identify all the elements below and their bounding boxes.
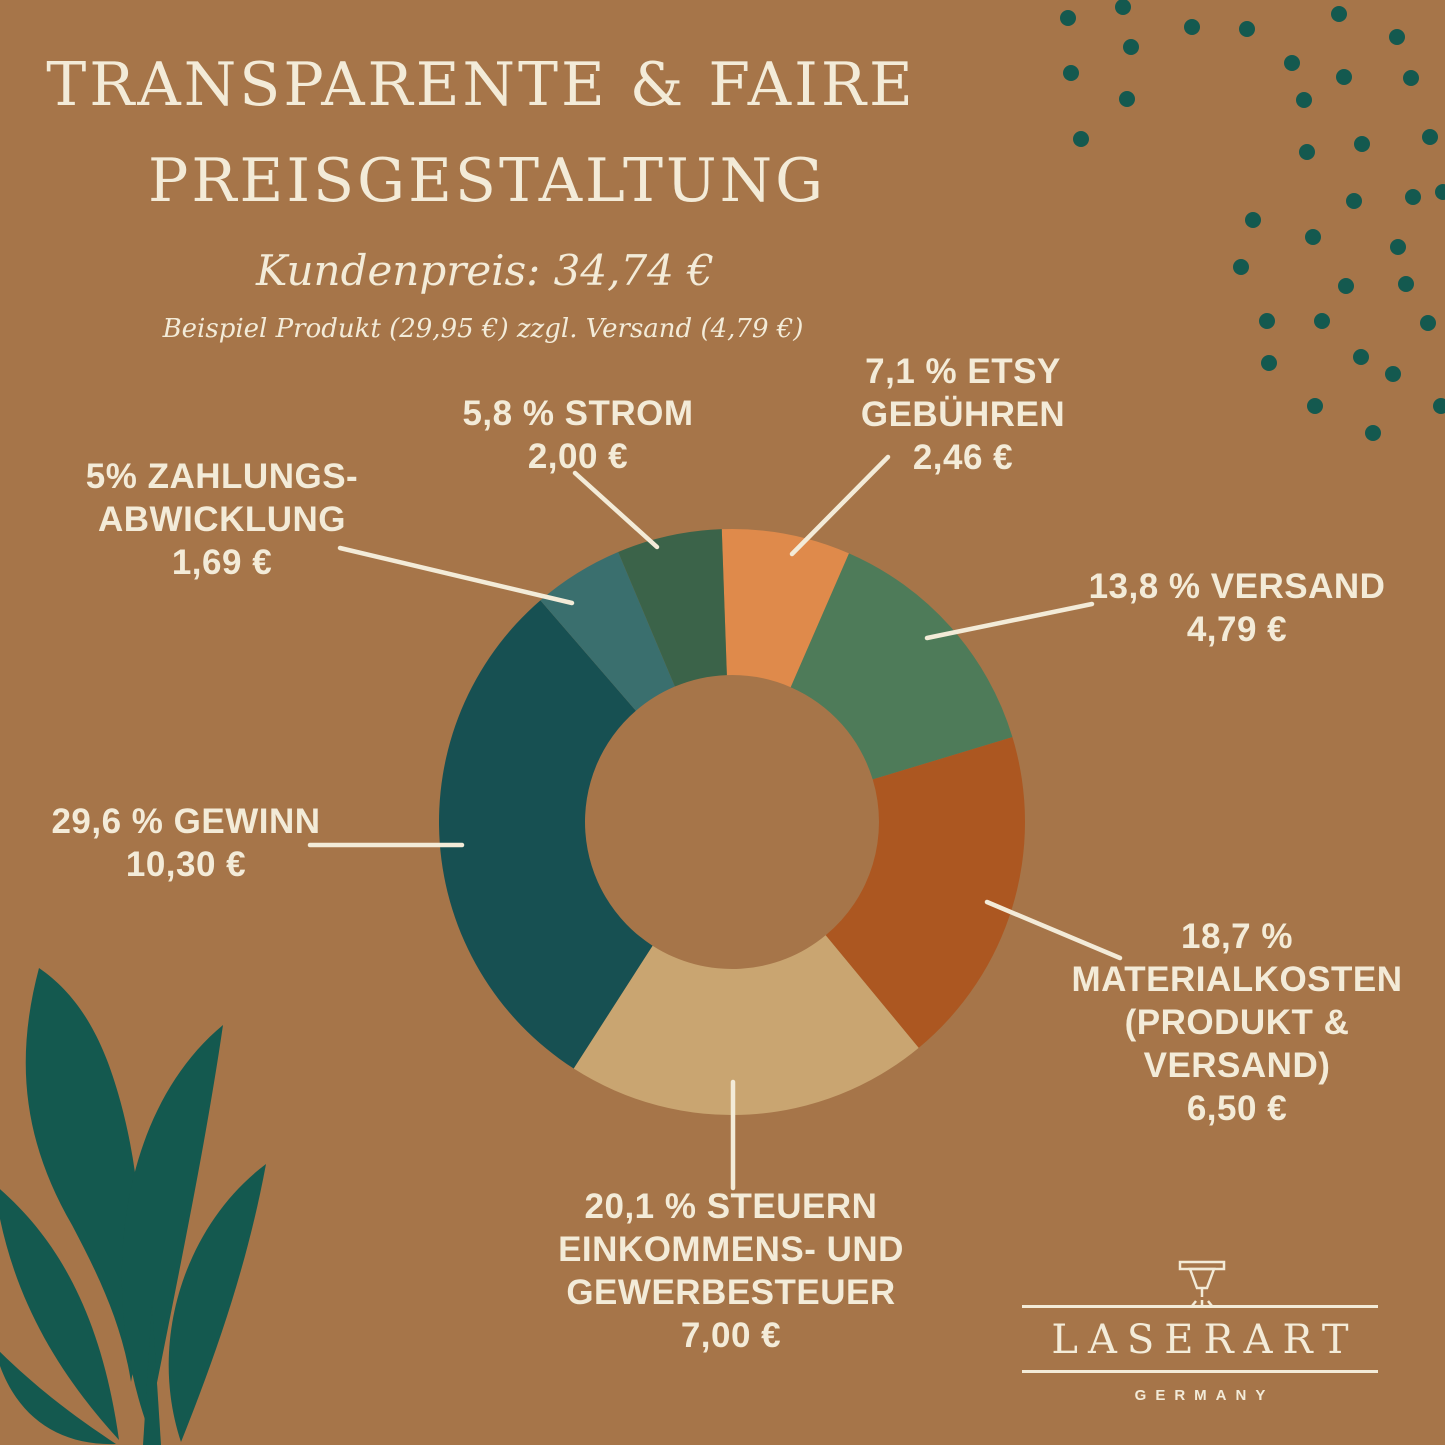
donut-segment-versand [790,553,1013,780]
donut-segment-etsy-gebuehren [721,529,849,688]
decor-dot [1239,21,1255,37]
label-line: 4,79 € [1186,610,1288,649]
label-line: 5% ZAHLUNGS- [85,457,359,496]
decor-dot [1435,184,1445,200]
decor-dot [1353,349,1369,365]
leaf [0,1351,116,1445]
label-line: MATERIALKOSTEN [1071,960,1403,999]
label-materialkosten: 18,7 % MATERIALKOSTEN (PRODUKT & VERSAND… [1071,915,1402,1130]
leaf-stem [143,1305,161,1445]
decor-dot [1073,131,1089,147]
label-etsy-gebuehren: 7,1 % ETSY GEBÜHREN 2,46 € [861,350,1065,479]
decor-dot [1060,10,1076,26]
label-gewinn: 29,6 % GEWINN 10,30 € [51,800,320,886]
donut-segment-steuern [573,935,919,1116]
plant-leaf-illustration [0,968,266,1445]
leader-line-versand [924,601,1095,641]
decor-dot [1299,144,1315,160]
page-title-line2: PREISGESTALTUNG [147,146,827,216]
decor-dot [1398,276,1414,292]
label-line: 5,8 % STROM [462,394,694,433]
decor-dot [1305,229,1321,245]
decor-dot [1420,315,1436,331]
label-line: 7,1 % ETSY [865,352,1061,391]
decor-dot [1405,189,1421,205]
label-line: (PRODUKT & [1124,1003,1350,1042]
label-versand: 13,8 % VERSAND 4,79 € [1089,565,1386,651]
decor-dot [1245,212,1261,228]
decor-dot [1403,70,1419,86]
decor-dot [1365,425,1381,441]
decor-dot [1284,55,1300,71]
donut-segment-zahlungsabwicklung [540,552,675,711]
brand-country: GERMANY [1134,1387,1275,1404]
label-line: EINKOMMENS- UND [558,1230,904,1269]
leader-line-etsy [789,454,891,557]
decor-dot [1233,259,1249,275]
label-line: 18,7 % [1181,917,1293,956]
decor-dot [1338,278,1354,294]
decor-dot [1354,136,1370,152]
decor-dot [1261,355,1277,371]
decor-dot [1422,129,1438,145]
donut-segment-gewinn [439,600,653,1069]
leader-lines [307,454,1123,1191]
leaf [0,1189,119,1440]
decor-dot [1115,0,1131,15]
label-line: 29,6 % GEWINN [51,802,321,841]
decor-dot [1390,239,1406,255]
label-line: 13,8 % VERSAND [1088,567,1386,606]
label-steuern: 20,1 % STEUERN EINKOMMENS- UND GEWERBEST… [558,1185,904,1357]
donut-chart [439,529,1025,1116]
label-line: 6,50 € [1186,1089,1288,1128]
label-zahlungsabwicklung: 5% ZAHLUNGS- ABWICKLUNG 1,69 € [86,455,358,584]
label-line: GEWERBESTEUER [566,1273,896,1312]
decor-dot [1259,313,1275,329]
decor-dot [1296,92,1312,108]
decor-dot [1433,398,1445,414]
logo-divider-bottom [1022,1370,1378,1373]
label-line: 2,00 € [527,437,629,476]
page-title-line1: TRANSPARENTE & FAIRE [46,50,916,120]
leader-line-material [984,899,1123,961]
logo-divider-top [1022,1305,1378,1308]
label-line: 1,69 € [171,543,273,582]
decor-dot [1346,193,1362,209]
decor-dot [1336,69,1352,85]
label-line: VERSAND) [1143,1046,1331,1085]
label-line: 10,30 € [125,845,247,884]
decor-dot [1063,65,1079,81]
label-line: 2,46 € [912,438,1014,477]
label-line: 20,1 % STEUERN [584,1187,878,1226]
leader-line-zahlungs [337,545,575,606]
leaf [121,1025,223,1428]
decor-dot [1307,398,1323,414]
leaf [168,1164,266,1442]
decor-dot [1184,19,1200,35]
label-line: ABWICKLUNG [97,500,347,539]
donut-segment-strom [618,529,727,687]
label-line: GEBÜHREN [860,395,1066,434]
decor-dot [1123,39,1139,55]
decor-dot [1389,29,1405,45]
label-line: 7,00 € [680,1316,782,1355]
brand-name: LASERART [1051,1317,1359,1363]
dots-pattern [1060,0,1445,441]
decor-dot [1119,91,1135,107]
customer-price-text: Kundenpreis: 34,74 € [256,246,714,295]
decor-dot [1314,313,1330,329]
donut-segment-materialkosten [825,737,1025,1048]
decor-dot [1385,366,1401,382]
decor-dot [1331,6,1347,22]
leaf [25,968,142,1382]
label-strom: 5,8 % STROM 2,00 € [462,392,693,478]
leader-line-strom [572,470,660,550]
example-note-text: Beispiel Produkt (29,95 €) zzgl. Versand… [162,314,804,344]
